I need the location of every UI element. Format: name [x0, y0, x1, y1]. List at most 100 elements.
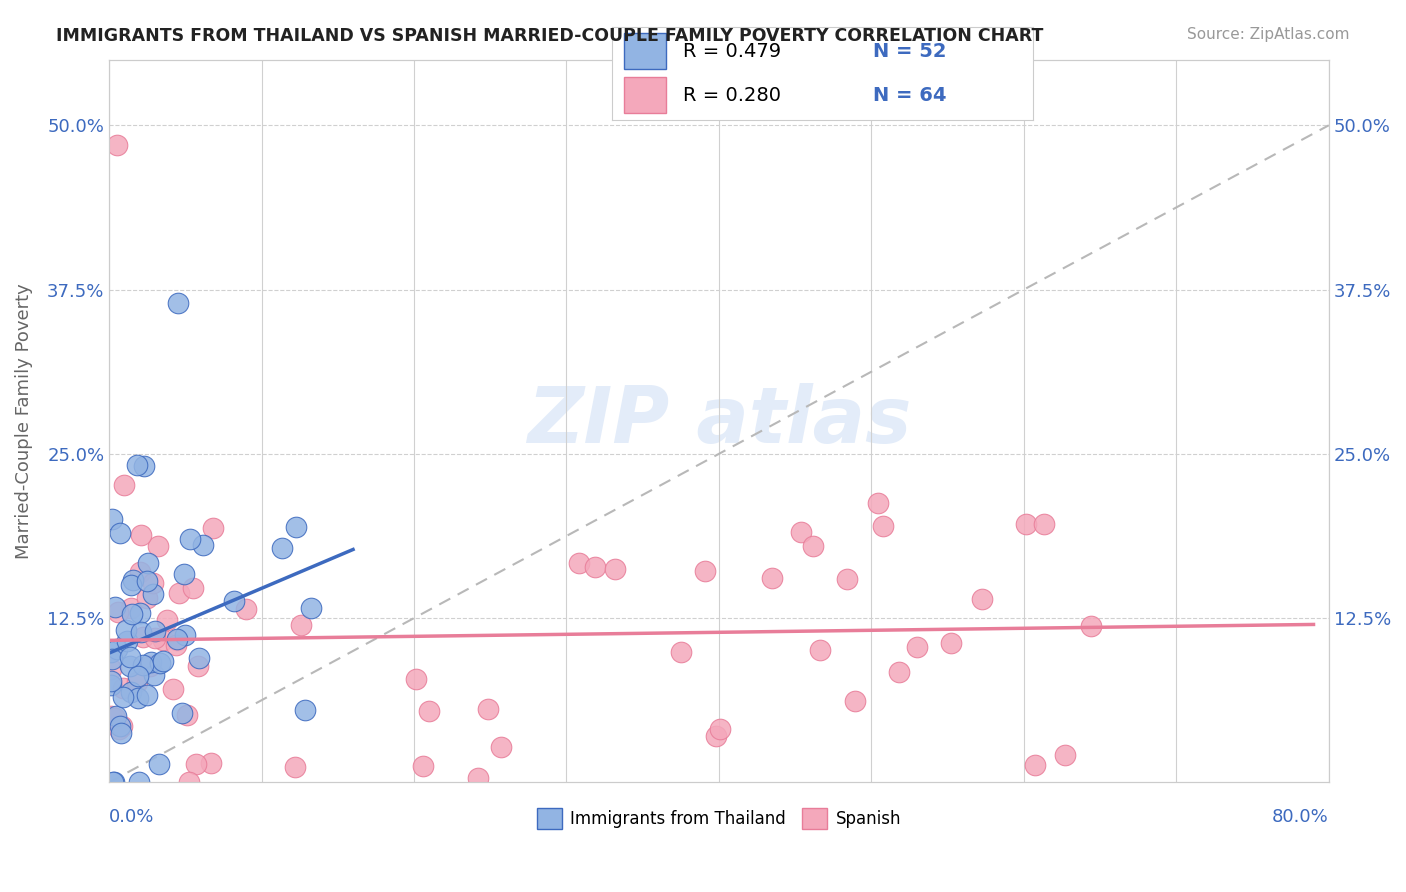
Point — [972, 592, 994, 607]
Point — [179, 775, 201, 789]
Point — [1054, 747, 1077, 762]
Point — [181, 581, 204, 595]
Point — [143, 624, 166, 639]
Point — [108, 525, 131, 540]
Point — [134, 458, 156, 473]
Point — [405, 673, 427, 687]
Bar — [624, 33, 666, 69]
Bar — [624, 78, 666, 113]
Text: 80.0%: 80.0% — [1272, 808, 1329, 826]
Point — [166, 295, 188, 310]
Point — [101, 652, 124, 666]
Point — [149, 656, 172, 670]
Point — [299, 601, 322, 615]
Point — [187, 659, 209, 673]
Point — [112, 478, 135, 492]
Point — [115, 633, 138, 648]
Point — [129, 565, 152, 579]
Point — [100, 709, 122, 723]
Y-axis label: Married-Couple Family Poverty: Married-Couple Family Poverty — [15, 283, 32, 559]
Point — [669, 645, 692, 659]
Point — [143, 668, 166, 682]
Point — [202, 521, 225, 535]
Point — [100, 645, 122, 659]
Text: Source: ZipAtlas.com: Source: ZipAtlas.com — [1187, 27, 1350, 42]
Text: R = 0.479: R = 0.479 — [683, 42, 782, 61]
Point — [108, 718, 131, 732]
Point — [136, 688, 159, 702]
Point — [142, 587, 165, 601]
Point — [136, 557, 159, 571]
Point — [108, 722, 131, 736]
Point — [808, 643, 831, 657]
Point — [184, 757, 207, 772]
Point — [695, 564, 717, 578]
Text: R = 0.280: R = 0.280 — [683, 86, 782, 104]
Point — [131, 630, 153, 644]
Point — [704, 729, 727, 743]
Point — [101, 775, 124, 789]
Point — [191, 538, 214, 552]
Point — [148, 539, 170, 553]
Point — [709, 722, 731, 736]
Point — [105, 138, 128, 153]
Point — [100, 678, 122, 692]
Point — [790, 524, 813, 539]
Point — [122, 573, 145, 587]
Text: IMMIGRANTS FROM THAILAND VS SPANISH MARRIED-COUPLE FAMILY POVERTY CORRELATION CH: IMMIGRANTS FROM THAILAND VS SPANISH MARR… — [56, 27, 1043, 45]
Point — [141, 655, 163, 669]
Point — [129, 625, 152, 640]
Point — [110, 725, 132, 739]
Point — [127, 458, 149, 472]
Point — [844, 694, 866, 708]
Point — [148, 757, 170, 772]
Point — [290, 618, 312, 632]
Point — [224, 594, 246, 608]
Point — [120, 578, 142, 592]
Point — [835, 572, 858, 586]
Point — [115, 623, 138, 637]
Point — [103, 775, 125, 789]
Point — [105, 642, 128, 657]
Point — [179, 532, 201, 546]
Point — [143, 631, 166, 645]
Point — [129, 528, 152, 542]
Point — [583, 560, 606, 574]
Point — [152, 632, 174, 647]
Point — [127, 668, 149, 682]
Point — [187, 651, 209, 665]
Legend: Immigrants from Thailand, Spanish: Immigrants from Thailand, Spanish — [530, 802, 908, 836]
Point — [156, 613, 179, 627]
Point — [418, 704, 440, 718]
Point — [120, 685, 142, 699]
Point — [100, 674, 122, 689]
Point — [235, 601, 257, 615]
Point — [104, 711, 127, 725]
Point — [111, 681, 134, 696]
Point — [166, 633, 188, 648]
Point — [872, 519, 894, 533]
Point — [111, 719, 134, 733]
Point — [173, 566, 195, 581]
Point — [905, 640, 928, 654]
Point — [127, 691, 149, 706]
Point — [172, 706, 194, 721]
Point — [132, 658, 155, 673]
Text: N = 64: N = 64 — [873, 86, 946, 104]
Point — [120, 658, 142, 673]
Point — [568, 556, 591, 570]
Point — [285, 520, 308, 534]
Point — [941, 635, 963, 649]
Point — [100, 662, 122, 676]
Point — [477, 702, 499, 716]
Point — [101, 512, 124, 526]
Point — [152, 654, 174, 668]
Point — [104, 600, 127, 615]
Point — [1015, 516, 1038, 531]
Point — [128, 775, 150, 789]
Point — [166, 632, 188, 646]
Point — [889, 665, 911, 680]
Point — [167, 586, 190, 600]
Point — [761, 571, 783, 585]
Point — [467, 771, 489, 785]
